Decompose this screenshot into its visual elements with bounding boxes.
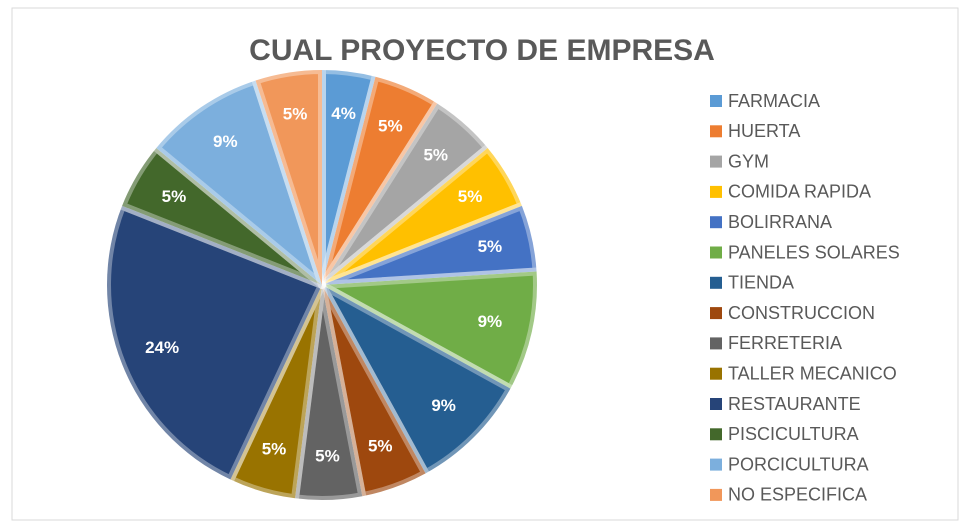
data-label: 9% [431,396,456,415]
legend-swatch [710,367,722,380]
legend-swatch [710,428,722,441]
legend-label: NO ESPECIFICA [728,485,867,505]
pie-slice [318,66,380,289]
data-label: 5% [162,187,187,206]
pie-slice [318,72,442,289]
data-label: 24% [145,338,179,357]
legend-swatch [710,125,722,138]
pie-slice [103,201,326,484]
pie-slice [118,143,326,289]
legend-swatch [710,95,722,107]
legend-label: GYM [728,151,769,171]
legend-swatch [710,276,722,289]
pie-slice [318,143,526,289]
data-label: 5% [315,446,340,465]
data-label: 5% [378,117,403,136]
legend-label: FARMACIA [728,91,820,111]
legend-swatch [710,246,722,259]
legend-label: TALLER MECANICO [728,363,897,383]
data-label: 5% [478,237,503,256]
pie-slice [318,99,492,289]
legend-label: PISCICULTURA [728,424,859,444]
legend-swatch [710,185,722,198]
pie-slice [226,281,326,503]
pie-slice [318,281,430,501]
legend-swatch [710,488,722,501]
data-label: 5% [368,436,393,455]
pie-slice [251,66,326,289]
legend-swatch [710,307,722,320]
pie-slice [152,76,326,289]
pie-slice [291,281,367,504]
data-label: 4% [331,104,356,123]
data-label: 5% [423,145,448,164]
data-label: 5% [262,440,287,459]
pie-slice [318,267,541,393]
legend-swatch [710,155,722,168]
legend-swatch [710,337,722,350]
data-label: 5% [283,105,308,124]
pie-slice [318,281,515,478]
data-label: 5% [458,187,483,206]
legend-label: FERRETERIA [728,333,842,353]
legend-label: COMIDA RAPIDA [728,182,871,202]
legend-label: BOLIRRANA [728,212,832,232]
legend-label: TIENDA [728,273,794,293]
legend-swatch [710,398,722,410]
legend-label: HUERTA [728,121,800,141]
legend-label: PANELES SOLARES [728,242,900,262]
pie-slice [318,201,541,289]
legend-label: PORCICULTURA [728,454,869,474]
chart-title: CUAL PROYECTO DE EMPRESA [249,34,715,67]
legend-swatch [710,458,722,471]
data-label: 9% [213,132,238,151]
legend-swatch [710,216,722,229]
legend-label: RESTAURANTE [728,394,861,414]
data-label: 9% [478,312,503,331]
legend-label: CONSTRUCCION [728,303,875,323]
